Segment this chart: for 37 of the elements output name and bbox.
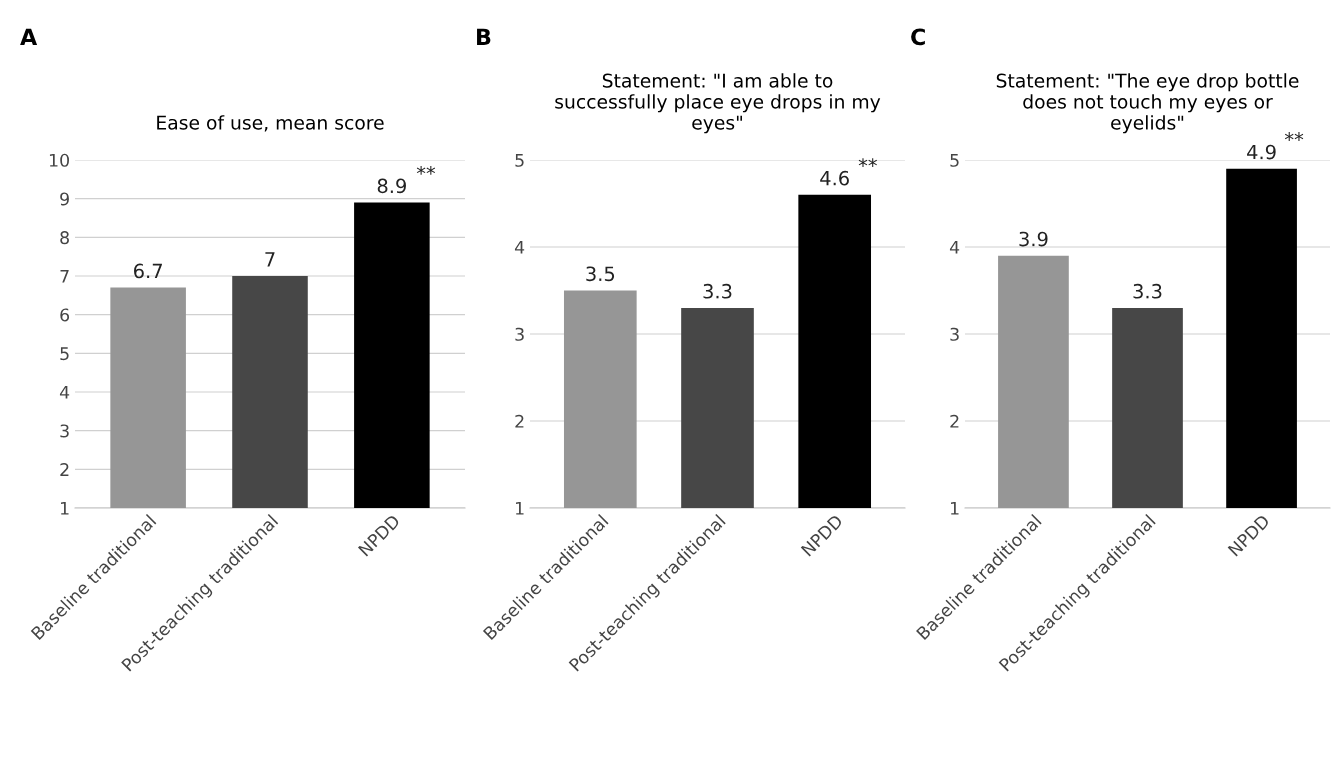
chart-title: Ease of use, mean score xyxy=(157,115,384,132)
data-label: 3.3 xyxy=(703,283,732,299)
data-label: 4.9 xyxy=(1247,144,1276,160)
data-label: 6.7 xyxy=(134,263,162,279)
y-tick-label: 4 xyxy=(514,240,525,254)
y-tick-label: 3 xyxy=(60,424,69,438)
data-label: 3.3 xyxy=(1133,283,1162,299)
data-label: 8.9 xyxy=(377,178,406,194)
annotation: ** xyxy=(858,158,877,168)
chart-title: Statement: "I am able to successfully place eye drops in my eyes" xyxy=(555,73,881,134)
y-tick-label: 5 xyxy=(950,153,959,167)
y-tick-label: 1 xyxy=(61,501,69,515)
annotation: ** xyxy=(1284,132,1304,141)
y-tick-label: 9 xyxy=(60,192,69,206)
y-tick-label: 6 xyxy=(60,308,70,322)
y-tick-label: 3 xyxy=(515,327,524,341)
y-tick-label: 2 xyxy=(515,414,524,428)
annotation: ** xyxy=(416,165,436,175)
y-tick-label: 4 xyxy=(949,240,960,254)
y-tick-label: 8 xyxy=(60,231,69,245)
text: B xyxy=(477,28,491,45)
y-tick-label: 10 xyxy=(49,153,69,167)
y-tick-label: 4 xyxy=(59,385,70,399)
y-tick-label: 5 xyxy=(515,153,524,167)
y-tick-label: 5 xyxy=(60,347,69,361)
y-tick-label: 2 xyxy=(950,414,959,428)
data-label: 4.6 xyxy=(820,170,849,186)
y-tick-label: 2 xyxy=(60,463,69,476)
y-tick-label: 7 xyxy=(60,269,69,283)
text: A xyxy=(20,28,38,45)
y-tick-label: 1 xyxy=(516,501,524,515)
y-tick-label: 1 xyxy=(951,501,959,515)
y-tick-label: 3 xyxy=(950,327,959,341)
data-label: 3.9 xyxy=(1019,231,1048,247)
data-label: 7 xyxy=(265,252,275,267)
data-label: 3.5 xyxy=(586,266,615,282)
text: C xyxy=(911,28,925,46)
